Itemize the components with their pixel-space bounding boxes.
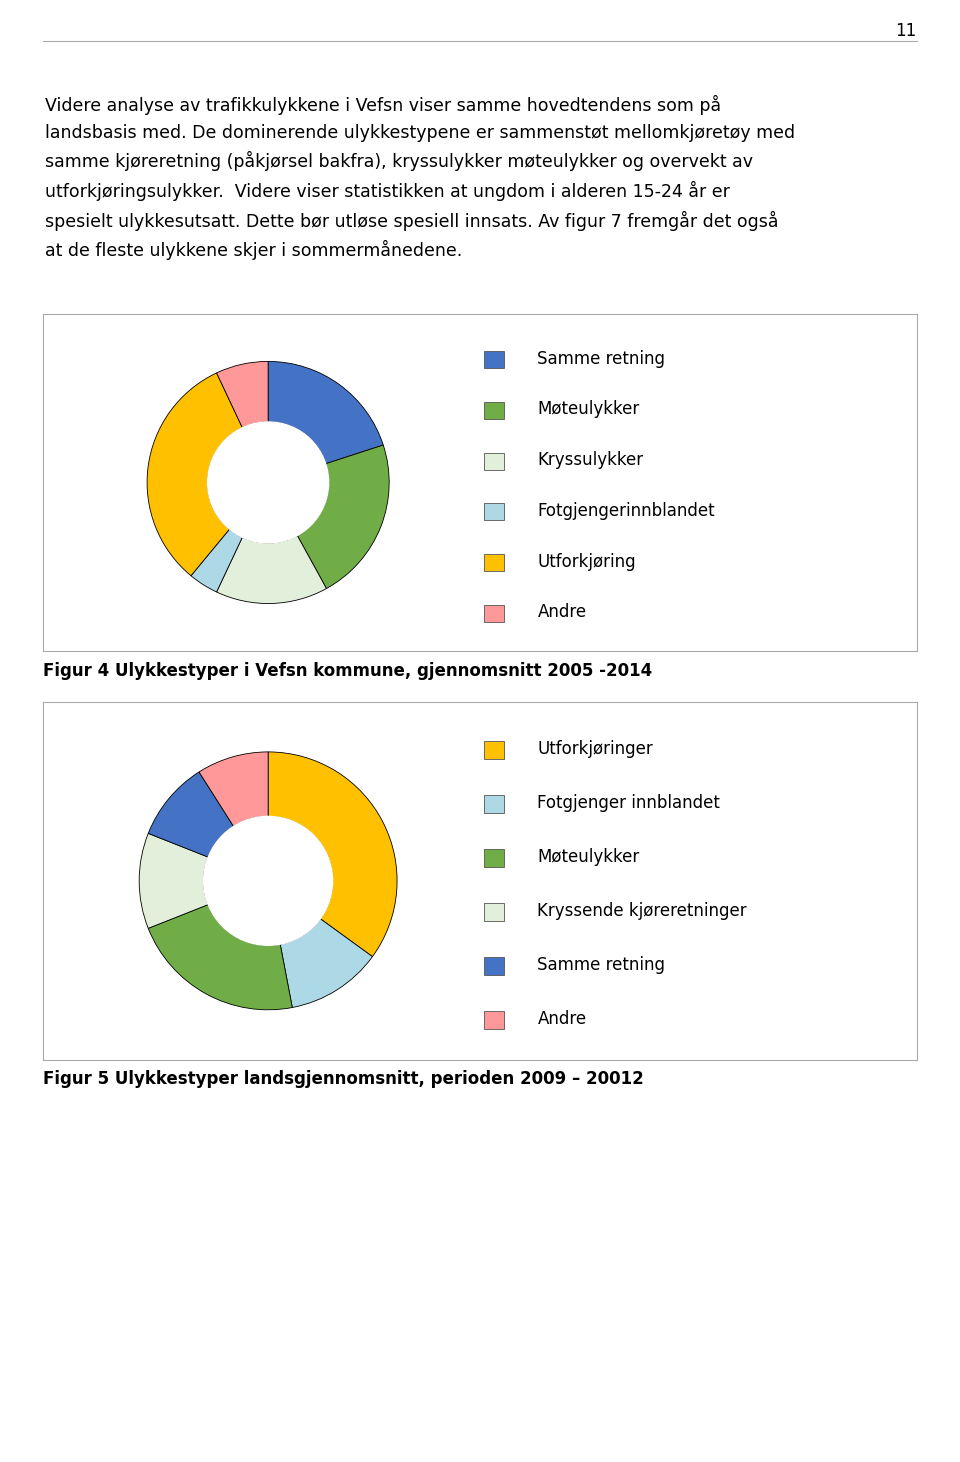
Wedge shape xyxy=(147,373,242,576)
Bar xyxy=(484,849,504,867)
Text: Utforkjøring: Utforkjøring xyxy=(538,553,636,570)
Bar xyxy=(484,554,504,572)
Text: Fotgjengerinnblandet: Fotgjengerinnblandet xyxy=(538,501,715,520)
Wedge shape xyxy=(148,772,233,857)
Bar xyxy=(484,904,504,921)
Bar xyxy=(484,741,504,759)
Text: Samme retning: Samme retning xyxy=(538,349,665,368)
Wedge shape xyxy=(148,905,292,1010)
Bar xyxy=(484,795,504,813)
Text: 11: 11 xyxy=(896,22,917,39)
Bar xyxy=(484,351,504,368)
Text: Utforkjøringer: Utforkjøringer xyxy=(538,740,653,757)
Text: Samme retning: Samme retning xyxy=(538,956,665,974)
Bar xyxy=(484,453,504,469)
Text: Figur 4 Ulykkestyper i Vefsn kommune, gjennomsnitt 2005 -2014: Figur 4 Ulykkestyper i Vefsn kommune, gj… xyxy=(43,662,653,680)
Circle shape xyxy=(207,423,328,542)
Bar xyxy=(484,402,504,418)
Text: Figur 5 Ulykkestyper landsgjennomsnitt, perioden 2009 – 20012: Figur 5 Ulykkestyper landsgjennomsnitt, … xyxy=(43,1070,644,1088)
Circle shape xyxy=(204,816,332,946)
Wedge shape xyxy=(298,444,389,589)
Bar xyxy=(484,958,504,975)
Text: Fotgjenger innblandet: Fotgjenger innblandet xyxy=(538,794,720,811)
Text: Møteulykker: Møteulykker xyxy=(538,401,639,418)
Text: Møteulykker: Møteulykker xyxy=(538,848,639,866)
Wedge shape xyxy=(139,833,208,928)
Wedge shape xyxy=(280,918,372,1007)
Text: Kryssende kjøreretninger: Kryssende kjøreretninger xyxy=(538,902,747,920)
Wedge shape xyxy=(217,535,326,604)
Bar xyxy=(484,503,504,520)
Text: Andre: Andre xyxy=(538,1010,587,1028)
Wedge shape xyxy=(191,529,242,592)
Wedge shape xyxy=(199,751,268,826)
Wedge shape xyxy=(268,751,397,956)
Text: Kryssulykker: Kryssulykker xyxy=(538,452,643,469)
Text: Videre analyse av trafikkulykkene i Vefsn viser samme hovedtendens som på
landsb: Videre analyse av trafikkulykkene i Vefs… xyxy=(45,95,795,260)
Bar xyxy=(484,1012,504,1029)
Wedge shape xyxy=(217,361,268,428)
Bar xyxy=(484,605,504,621)
Wedge shape xyxy=(268,361,383,463)
Text: Andre: Andre xyxy=(538,604,587,621)
